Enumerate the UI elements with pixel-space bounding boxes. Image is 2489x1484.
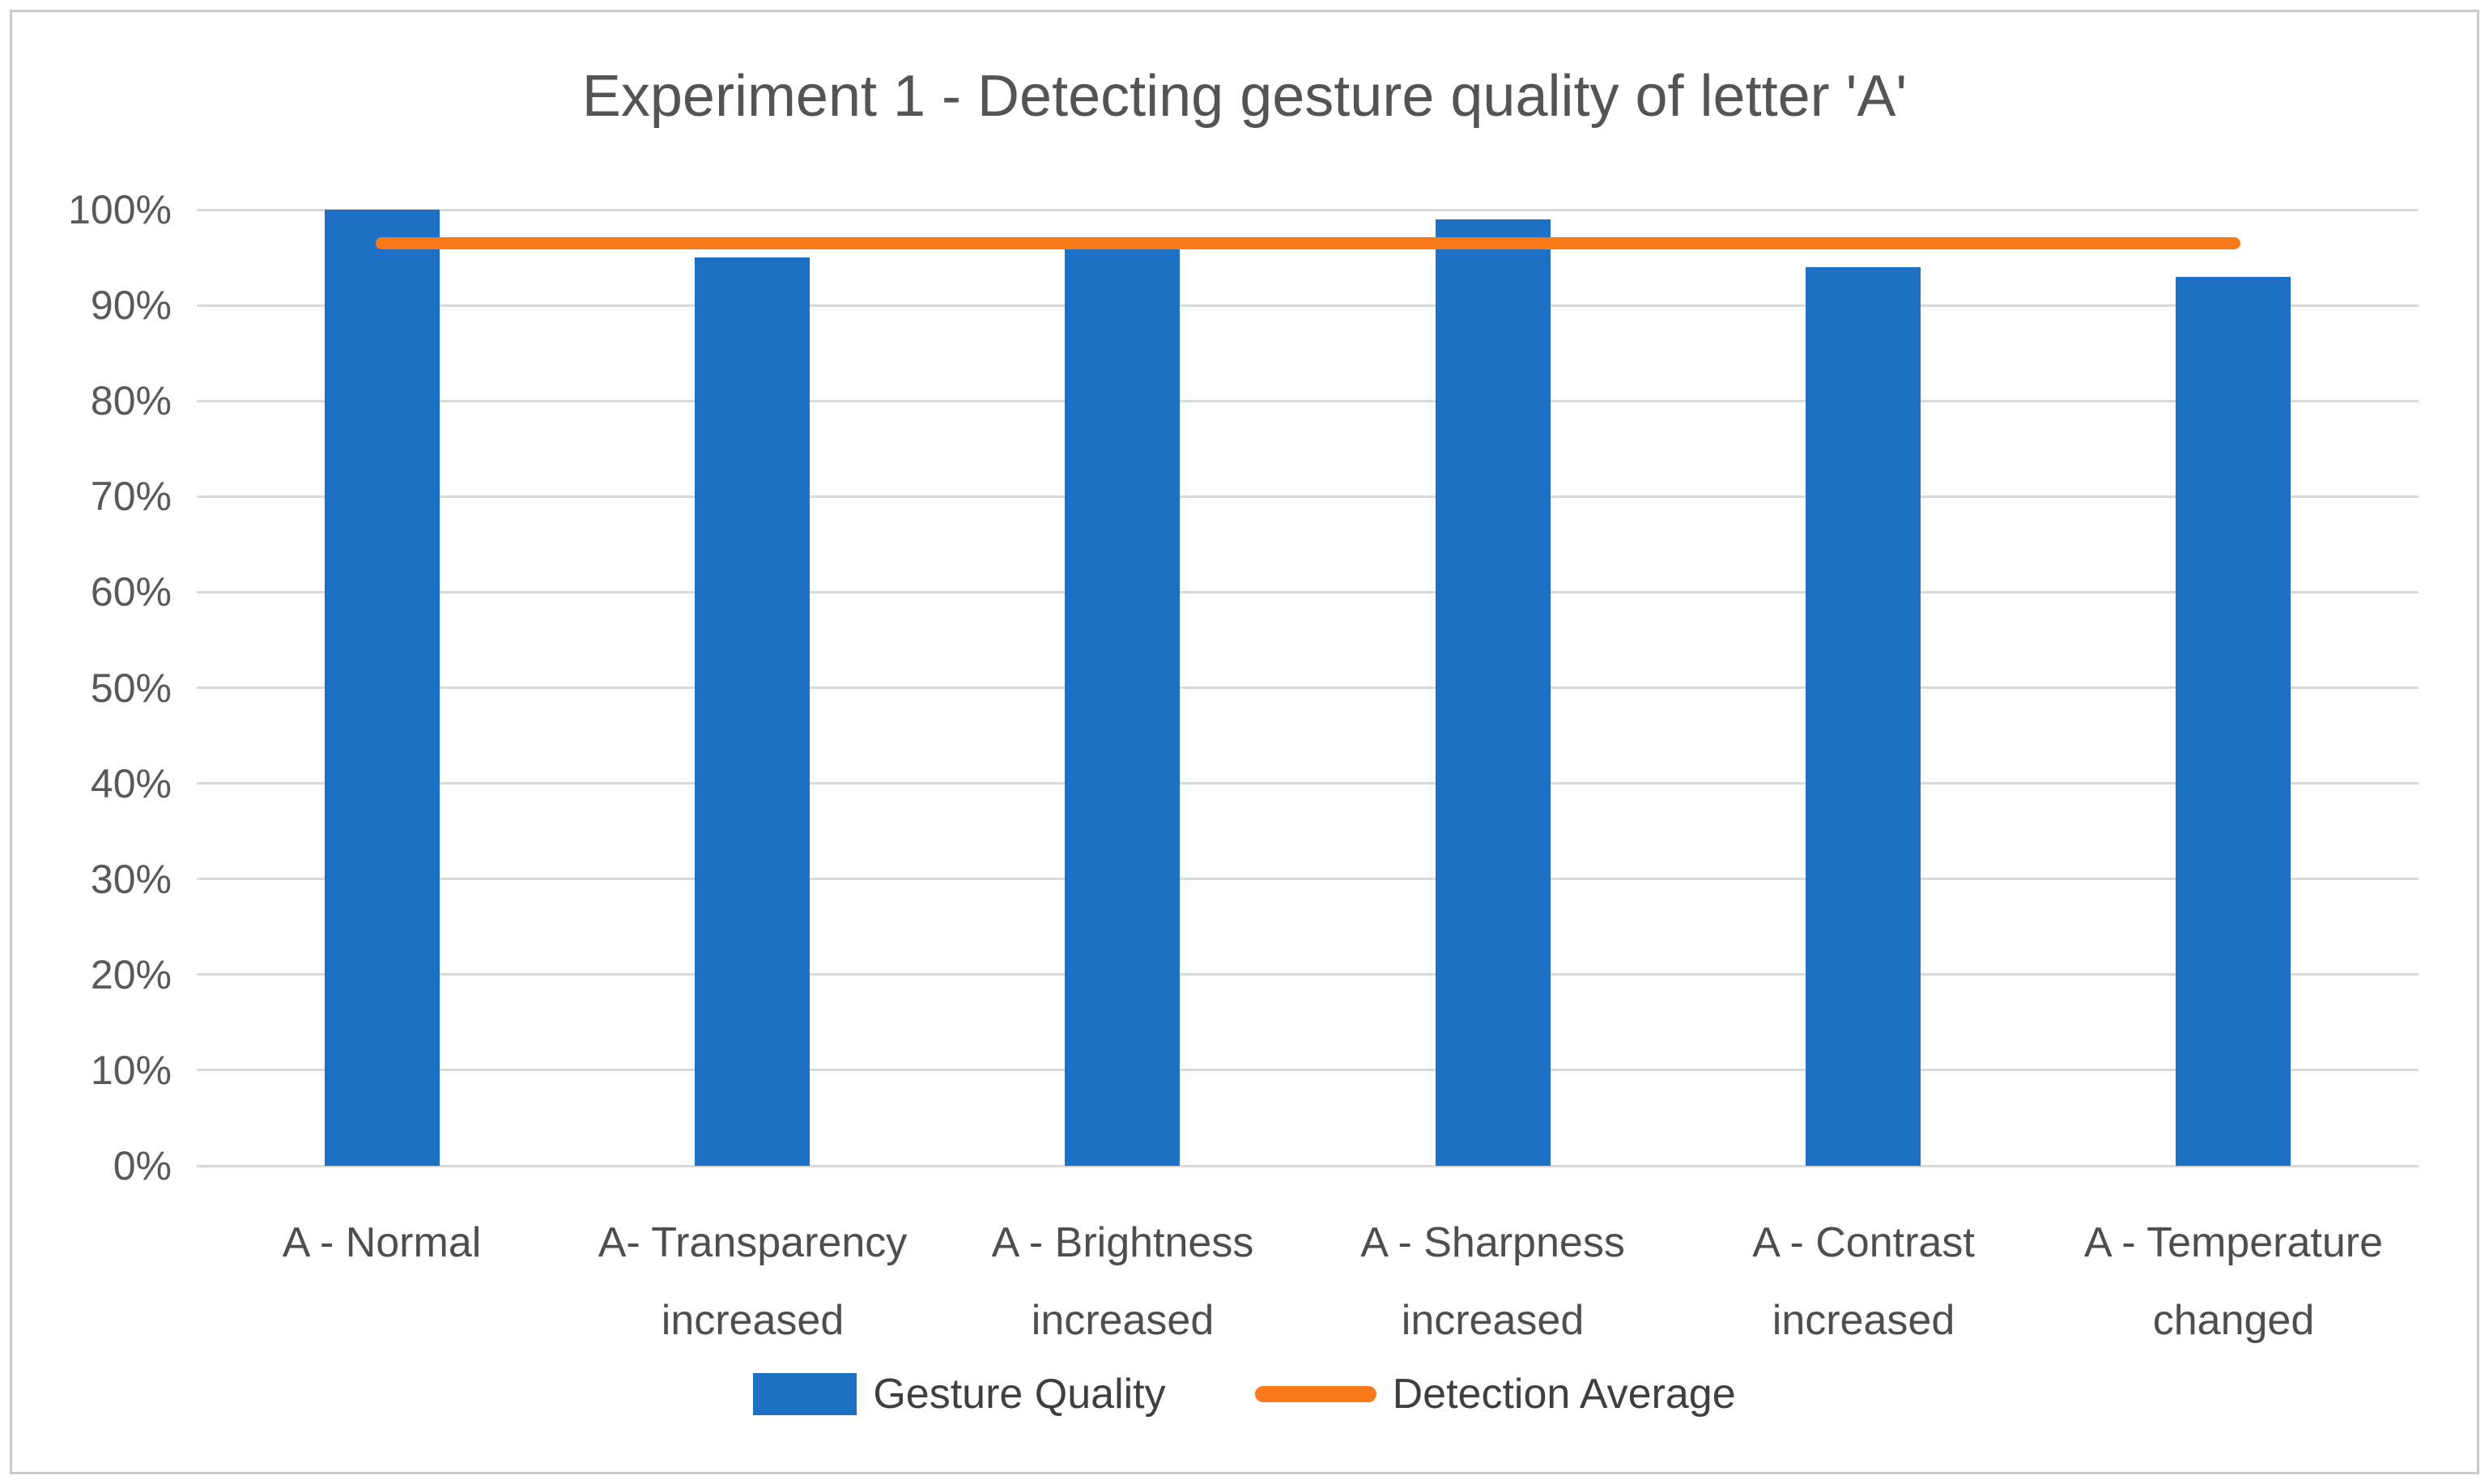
bar-gesture-quality-3: [1065, 248, 1180, 1166]
legend-label-1: Gesture Quality: [873, 1371, 1166, 1418]
gridline-0: [197, 1164, 2419, 1167]
legend-item-2: Detection Average: [1254, 1370, 1736, 1418]
detection-average-line: [376, 237, 2240, 249]
y-tick-label-10: 10%: [90, 1047, 172, 1093]
legend-bar-marker-icon: [753, 1373, 857, 1415]
category-label-3: A - Brightness increased: [991, 1219, 1254, 1345]
category-label-1: A - Normal: [282, 1219, 482, 1266]
gridline-100: [197, 208, 2419, 211]
y-tick-label-80: 80%: [90, 378, 172, 424]
gridline-30: [197, 878, 2419, 881]
gridline-70: [197, 495, 2419, 498]
gridline-10: [197, 1069, 2419, 1072]
bar-gesture-quality-2: [695, 257, 810, 1166]
y-tick-label-60: 60%: [90, 569, 172, 615]
category-label-6: A - Temperature changed: [2083, 1219, 2383, 1345]
y-tick-label-100: 100%: [68, 187, 172, 232]
legend: Gesture Quality Detection Average: [0, 1370, 2489, 1418]
category-label-5: A - Contrast increased: [1752, 1219, 1975, 1345]
legend-label-2: Detection Average: [1392, 1371, 1736, 1418]
bar-gesture-quality-5: [1806, 267, 1921, 1166]
gridline-80: [197, 399, 2419, 402]
gridline-40: [197, 782, 2419, 785]
y-tick-label-90: 90%: [90, 283, 172, 329]
gridline-20: [197, 973, 2419, 976]
y-axis: 0% 10% 20% 30% 40% 50% 60% 70% 80% 90% 100%: [0, 187, 172, 1188]
legend-item-1: Gesture Quality: [753, 1370, 1166, 1418]
chart-title: Experiment 1 - Detecting gesture quality…: [581, 64, 1908, 129]
y-tick-label-70: 70%: [90, 474, 172, 520]
bar-gesture-quality-4: [1436, 219, 1551, 1166]
x-axis: A - Normal A- Transparency increased A - B…: [197, 1204, 2419, 1374]
gridline-60: [197, 590, 2419, 593]
bar-gesture-quality-6: [2176, 277, 2291, 1166]
plot-area: [197, 208, 2419, 1167]
y-tick-label-20: 20%: [90, 951, 172, 997]
y-tick-label-0: 0%: [113, 1143, 172, 1188]
y-tick-label-40: 40%: [90, 760, 172, 806]
gridline-50: [197, 687, 2419, 689]
gridline-90: [197, 304, 2419, 307]
y-tick-label-50: 50%: [90, 665, 172, 711]
legend-line-marker-icon: [1254, 1386, 1376, 1402]
category-label-4: A - Sharpness increased: [1360, 1219, 1625, 1345]
y-tick-label-30: 30%: [90, 856, 172, 902]
category-label-2: A- Transparency increased: [598, 1219, 908, 1345]
bar-gesture-quality-1: [325, 210, 440, 1166]
